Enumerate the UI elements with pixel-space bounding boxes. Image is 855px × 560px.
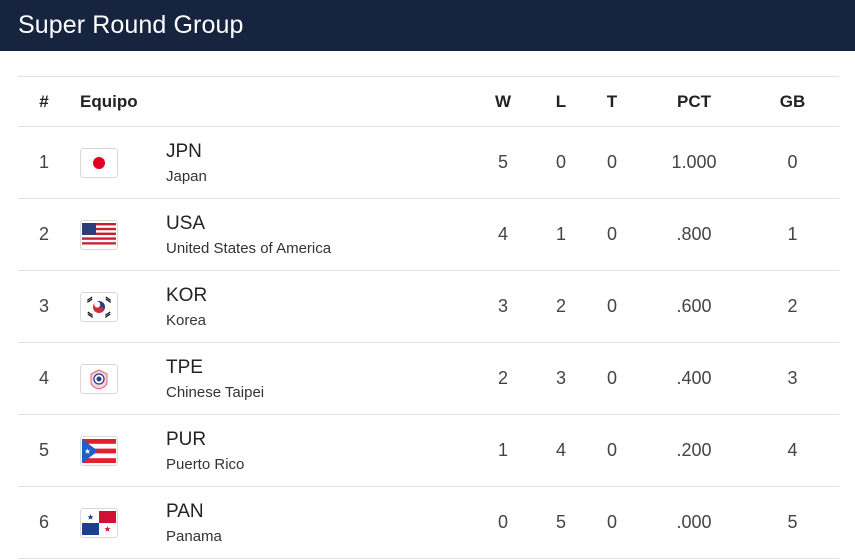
rank-cell: 3 <box>38 296 49 316</box>
table-row: 5 PUR Puerto Rico 1 4 0 .200 4 <box>18 415 839 487</box>
ties-cell: 0 <box>606 512 617 532</box>
pct-cell: .200 <box>676 440 712 460</box>
team-cell: JPN Japan <box>166 141 466 185</box>
rank-cell: 6 <box>38 512 49 532</box>
wins-cell: 0 <box>497 512 508 532</box>
ties-cell: 0 <box>606 224 617 244</box>
korea-flag-icon <box>80 291 118 322</box>
pct-cell: .400 <box>676 368 712 388</box>
team-name: United States of America <box>166 239 332 257</box>
team-name: Chinese Taipei <box>166 383 265 401</box>
team-name: Korea <box>166 311 207 329</box>
column-header-rank: # <box>39 91 49 111</box>
team-name: Japan <box>166 167 207 185</box>
gb-cell: 1 <box>787 224 798 244</box>
team-name: Puerto Rico <box>166 455 245 473</box>
team-code: PUR <box>166 428 207 450</box>
losses-cell: 0 <box>555 152 566 172</box>
team-cell: PAN Panama <box>166 501 466 545</box>
table-row: 2 USA United States of America 4 1 0 <box>18 199 839 271</box>
pct-cell: .800 <box>676 224 712 244</box>
table-header-row: # Equipo W L T PCT GB <box>18 77 839 127</box>
column-header-losses: L <box>555 91 567 111</box>
team-cell: KOR Korea <box>166 285 466 329</box>
table-row: 6 PAN Panama 0 5 0 .000 5 <box>18 487 839 559</box>
team-code: TPE <box>166 356 203 378</box>
gb-cell: 0 <box>787 152 798 172</box>
rank-cell: 4 <box>38 368 49 388</box>
wins-cell: 5 <box>497 152 508 172</box>
losses-cell: 5 <box>555 512 566 532</box>
column-header-gb: GB <box>779 91 806 111</box>
usa-flag-icon <box>80 219 118 250</box>
column-header-ties: T <box>606 91 618 111</box>
chinese-taipei-flag-icon <box>80 363 118 394</box>
wins-cell: 2 <box>497 368 508 388</box>
gb-cell: 5 <box>787 512 798 532</box>
rank-cell: 5 <box>38 440 49 460</box>
team-code: PAN <box>166 500 204 522</box>
wins-cell: 3 <box>497 296 508 316</box>
losses-cell: 3 <box>555 368 566 388</box>
team-cell: USA United States of America <box>166 213 466 257</box>
ties-cell: 0 <box>606 296 617 316</box>
page-title: Super Round Group <box>18 11 244 39</box>
team-code: USA <box>166 212 206 234</box>
rank-cell: 2 <box>38 224 49 244</box>
wins-cell: 4 <box>497 224 508 244</box>
panama-flag-icon <box>80 507 118 538</box>
gb-cell: 3 <box>787 368 798 388</box>
rank-cell: 1 <box>38 152 49 172</box>
team-cell: PUR Puerto Rico <box>166 429 466 473</box>
column-header-pct: PCT <box>677 91 711 111</box>
losses-cell: 4 <box>555 440 566 460</box>
gb-cell: 4 <box>787 440 798 460</box>
table-row: 3 <box>18 271 839 343</box>
team-code: JPN <box>166 140 202 162</box>
team-code: KOR <box>166 284 208 306</box>
losses-cell: 1 <box>555 224 566 244</box>
table-row: 1 JPN Japan 5 0 0 1.000 0 <box>18 127 839 199</box>
pct-cell: .000 <box>676 512 712 532</box>
ties-cell: 0 <box>606 152 617 172</box>
ties-cell: 0 <box>606 440 617 460</box>
pct-cell: .600 <box>676 296 712 316</box>
pct-cell: 1.000 <box>671 152 717 172</box>
table-row: 4 TPE Chinese Taipei 2 3 0 .400 3 <box>18 343 839 415</box>
wins-cell: 1 <box>497 440 508 460</box>
column-header-wins: W <box>494 91 512 111</box>
standings-table: # Equipo W L T PCT GB 1 JPN Japan 5 0 0 … <box>18 76 839 559</box>
losses-cell: 2 <box>555 296 566 316</box>
team-name: Panama <box>166 527 222 545</box>
ties-cell: 0 <box>606 368 617 388</box>
gb-cell: 2 <box>787 296 798 316</box>
team-cell: TPE Chinese Taipei <box>166 357 466 401</box>
puerto-rico-flag-icon <box>80 435 118 466</box>
japan-flag-icon <box>80 147 118 178</box>
header-bar: Super Round Group <box>0 0 855 51</box>
column-header-team: Equipo <box>80 91 138 111</box>
